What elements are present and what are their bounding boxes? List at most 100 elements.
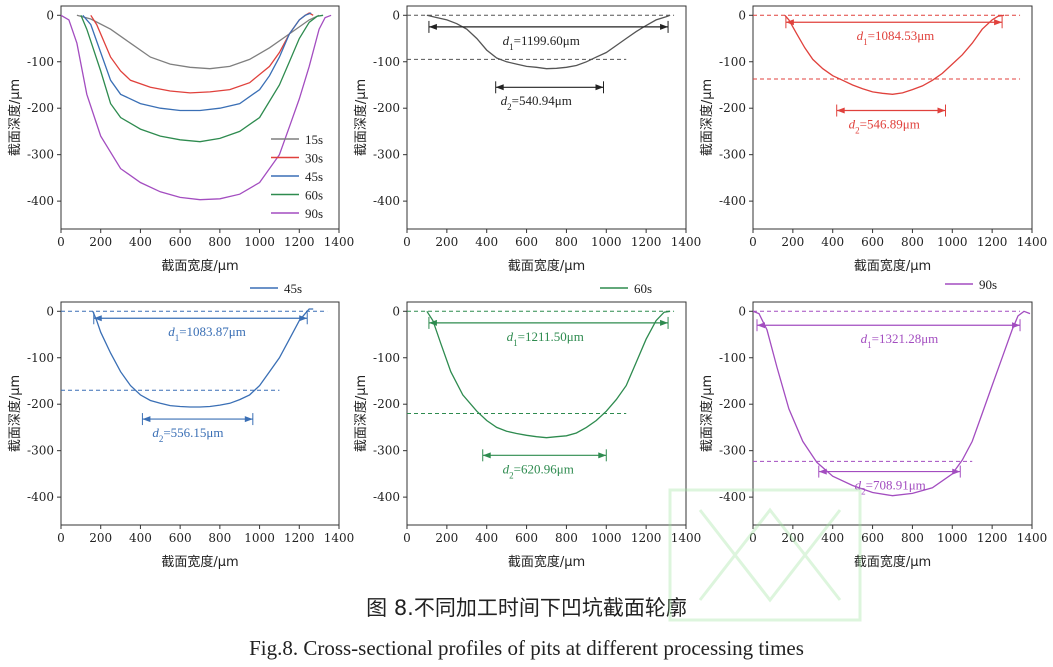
plot-frame [60,301,340,526]
x-tick-label: 200 [435,235,458,249]
y-tick-label: 0 [738,8,746,22]
y-tick-label: -300 [373,148,400,162]
x-axis-label: 截面宽度/μm [508,258,585,274]
y-tick-label: -400 [719,194,746,208]
x-tick-label: 800 [901,235,924,249]
legend-entry: 45s [284,281,302,296]
y-tick-label: -400 [27,490,54,504]
watermark-logo [668,488,862,622]
x-tick-label: 1000 [591,531,622,545]
x-tick-label: 600 [515,235,538,249]
legend-entry: 30s [305,151,323,166]
figure-caption-chinese: 图 8.不同加工时间下凹坑截面轮廓 [366,596,687,620]
legend-entry: 15s [305,132,323,147]
x-tick-label: 800 [208,531,231,545]
plot-frame [406,5,687,230]
x-tick-label: 1000 [244,531,275,545]
x-tick-label: 1400 [671,235,702,249]
dimension-label: d2=708.91μm [855,478,926,497]
arrow-head-right [299,315,308,322]
arrow-head-left [428,23,437,30]
arrow-head-left [785,19,794,26]
legend-entry: 60s [634,281,652,296]
chart-panel-c: 0 200 400 600 800 1000 1200 1400 0 -100 -200 -300 -4… [699,5,1047,274]
x-tick-label: 600 [169,235,192,249]
x-tick-label: 0 [57,531,65,545]
x-tick-label: 1000 [937,531,968,545]
x-tick-label: 400 [821,531,844,545]
arrow-head-left [495,84,504,91]
x-axis-label: 截面宽度/μm [854,258,931,274]
arrow-head-right [994,19,1003,26]
dimension-label: d1=1321.28μm [861,331,939,350]
series-line-15s [76,14,320,70]
y-axis-label: 截面深度/μm [699,375,715,452]
y-axis-label: 截面深度/μm [7,375,23,452]
legend-entry: 90s [305,206,323,221]
arrow-head-left [428,319,437,326]
dimension-label: d1=1211.50μm [507,329,584,348]
x-tick-label: 1200 [284,531,315,545]
legend-entry: 60s [305,188,323,203]
chart-panel-b: 0 200 400 600 800 1000 1200 1400 0 -100 -200 -300 -4… [353,5,702,274]
y-tick-label: 0 [392,8,400,22]
y-axis-label: 截面深度/μm [353,375,369,452]
plot-frame [752,301,1033,526]
chart-panel-a: 0 200 400 600 800 1000 1200 1400 0 -100 -200 -300 -4… [7,5,355,274]
y-tick-label: 0 [392,304,400,318]
x-tick-label: 600 [861,531,884,545]
x-axis-label: 截面宽度/μm [161,258,238,274]
series-line-c [784,14,1005,95]
x-tick-label: 200 [89,235,112,249]
chart-panel-f: 0 200 400 600 800 1000 1200 1400 0 -100 -200 -300 -4… [699,277,1047,570]
y-tick-label: -400 [373,194,400,208]
plot-frame [60,5,340,230]
x-tick-label: 1400 [324,235,355,249]
figure-caption-english: Fig.8. Cross-sectional profiles of pits … [249,636,804,660]
dimension-label: d1=1199.60μm [503,33,580,52]
y-tick-label: -200 [719,397,746,411]
x-tick-label: 0 [749,531,757,545]
dimension-label: d2=556.15μm [152,425,223,444]
chart-panel-d: 0 200 400 600 800 1000 1200 1400 0 -100 -200 -300 -4… [7,281,354,570]
y-tick-label: -400 [719,490,746,504]
x-tick-label: 600 [169,531,192,545]
y-tick-label: -200 [27,101,54,115]
x-tick-label: 1000 [937,235,968,249]
x-tick-label: 400 [475,531,498,545]
figure-canvas: 0 200 400 600 800 1000 1200 1400 0 -100 -200 -300 -4… [7,5,1047,570]
x-tick-label: 800 [555,531,578,545]
x-tick-label: 200 [781,531,804,545]
y-tick-label: -300 [27,148,54,162]
y-tick-label: -400 [27,194,54,208]
x-tick-label: 1000 [244,235,275,249]
series-line-60s [426,310,671,439]
series-line-90s [752,310,1031,497]
arrow-head-right [595,84,604,91]
y-tick-label: -100 [719,55,746,69]
y-tick-label: -100 [373,55,400,69]
y-tick-label: 0 [46,304,54,318]
x-tick-label: 400 [821,235,844,249]
x-tick-label: 400 [129,235,152,249]
arrow-head-right [1012,322,1021,329]
arrow-head-right [660,23,669,30]
x-tick-label: 600 [515,531,538,545]
y-tick-label: -300 [719,148,746,162]
dimension-label: d2=620.96μm [503,461,574,480]
x-tick-label: 200 [89,531,112,545]
x-tick-label: 1400 [671,531,702,545]
arrow-head-left [818,468,827,475]
x-tick-label: 200 [781,235,804,249]
arrow-head-right [660,319,669,326]
arrow-head-right [598,452,607,459]
x-tick-label: 1000 [591,235,622,249]
x-tick-label: 200 [435,531,458,545]
x-tick-label: 1200 [977,235,1008,249]
x-tick-label: 1200 [631,531,662,545]
y-tick-label: -200 [373,101,400,115]
dimension-label: d1=1084.53μm [857,28,935,47]
x-tick-label: 0 [403,235,411,249]
y-tick-label: -100 [719,351,746,365]
series-line-90s [60,14,332,201]
